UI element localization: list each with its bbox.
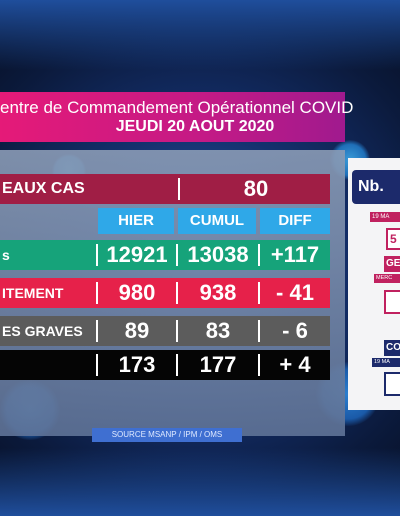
side-card-value-box [384, 372, 400, 396]
divider [96, 282, 98, 304]
row-hier: 89 [124, 318, 150, 343]
row-diff: - 6 [282, 318, 308, 343]
divider [258, 244, 260, 266]
new-cases-value: 80 [243, 176, 269, 201]
row-hier: 173 [118, 352, 156, 377]
divider [176, 354, 178, 376]
row-diff: + 4 [279, 352, 311, 377]
row-label: ITEMENT [2, 285, 64, 301]
column-header-diff: DIFF [260, 208, 330, 234]
divider [96, 320, 98, 342]
table-row: ITEMENT 980 938 - 41 [0, 278, 330, 308]
divider [176, 244, 178, 266]
row-hier: 12921 [106, 242, 168, 267]
divider [258, 354, 260, 376]
row-label: ES GRAVES [2, 323, 83, 339]
background-glow-top [0, 0, 400, 70]
side-card-value-box [384, 290, 400, 314]
side-card-section-label: GE [384, 256, 400, 272]
background-glow-bottom [0, 448, 400, 516]
divider [176, 320, 178, 342]
row-cumul: 177 [199, 352, 237, 377]
side-card-date: MERC [374, 274, 400, 283]
column-header-hier: HIER [98, 208, 174, 234]
table-row: ES GRAVES 89 83 - 6 [0, 316, 330, 346]
side-card-value-box: 5 [386, 228, 400, 250]
title-bar [0, 92, 345, 142]
row-hier: 980 [118, 280, 156, 305]
row-diff: - 41 [276, 280, 314, 305]
divider [258, 282, 260, 304]
side-card-section-label: CO [384, 340, 400, 356]
column-header-row: HIER CUMUL DIFF [0, 208, 330, 234]
row-label: s [2, 247, 10, 263]
row-cumul: 83 [205, 318, 231, 343]
page-title: entre de Commandement Opérationnel COVID [0, 98, 354, 117]
table-row: s 12921 13038 +117 [0, 240, 330, 270]
new-cases-label: EAUX CAS [2, 180, 85, 197]
row-diff: +117 [270, 242, 320, 267]
new-cases-row: EAUX CAS 80 [0, 174, 330, 204]
row-cumul: 938 [199, 280, 237, 305]
source-caption: SOURCE MSANP / IPM / OMS [92, 428, 242, 442]
divider [96, 244, 98, 266]
column-header-cumul: CUMUL [178, 208, 256, 234]
side-card-title: Nb. [352, 170, 400, 204]
divider [178, 178, 180, 200]
row-label [0, 350, 94, 380]
divider [176, 282, 178, 304]
page-date: JEUDI 20 AOUT 2020 [115, 118, 275, 135]
divider [96, 354, 98, 376]
table-row: 173 177 + 4 [0, 350, 330, 380]
side-card-date: 19 MA [372, 358, 400, 367]
side-card-date: 19 MA [370, 212, 400, 222]
divider [258, 320, 260, 342]
row-cumul: 13038 [187, 242, 249, 267]
